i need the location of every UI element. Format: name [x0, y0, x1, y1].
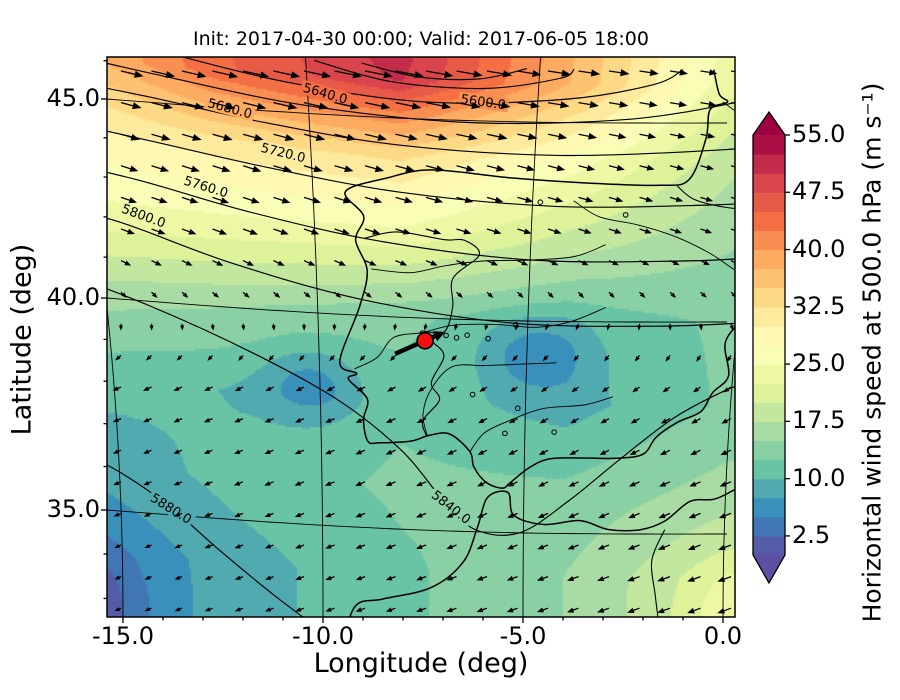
- wind-arrow: [739, 69, 747, 75]
- wind-arrow: [736, 197, 743, 202]
- x-tick-label: -15.0: [91, 622, 155, 650]
- colorbar-tick-label: 25.0: [792, 349, 846, 378]
- wind-arrow: [737, 165, 744, 170]
- wind-arrow: [737, 133, 745, 139]
- colorbar-tick-label: 17.5: [792, 406, 846, 435]
- x-tick-label: 0.0: [703, 622, 743, 650]
- colorbar-tick-label: 10.0: [792, 463, 846, 492]
- colorbar-tick-label: 32.5: [792, 291, 846, 320]
- x-axis-label: Longitude (deg): [313, 648, 529, 679]
- colorbar-tick-label: 55.0: [792, 120, 846, 148]
- colorbar-tick-label: 40.0: [792, 234, 846, 263]
- colorbar-extend-max: [753, 112, 785, 135]
- wind-speed-field-canvas: [107, 57, 735, 617]
- colorbar: [752, 110, 790, 585]
- y-tick-label: 45.0: [46, 84, 100, 112]
- y-axis-label: Latitude (deg): [6, 243, 38, 436]
- y-tick-label: 40.0: [46, 283, 100, 311]
- wind-arrow: [738, 101, 746, 107]
- plot-title: Init: 2017-04-30 00:00; Valid: 2017-06-0…: [193, 28, 649, 50]
- y-tick-label: 35.0: [46, 495, 100, 523]
- colorbar-extend-min: [753, 555, 785, 583]
- colorbar-tick-label: 2.5: [792, 520, 831, 549]
- x-tick-label: -10.0: [291, 622, 355, 650]
- wind-arrow: [735, 228, 742, 233]
- x-tick-label: -5.0: [499, 622, 547, 650]
- colorbar-tick-label: 47.5: [792, 177, 846, 206]
